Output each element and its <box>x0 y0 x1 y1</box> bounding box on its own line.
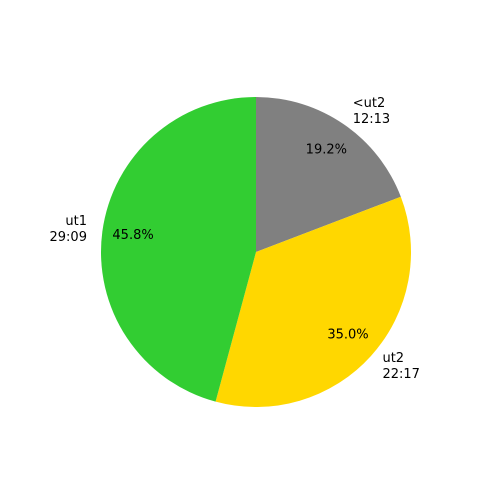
percent-label: 35.0% <box>327 328 368 343</box>
pie-slice <box>215 196 411 407</box>
slice-label: ut2 <box>382 351 404 366</box>
percent-label: 19.2% <box>306 142 347 157</box>
slice-label: ut1 <box>65 214 87 229</box>
slice-duration: 29:09 <box>50 230 87 245</box>
percent-label: 45.8% <box>112 228 153 243</box>
slice-label: <ut2 <box>353 96 386 111</box>
pie-slice <box>256 97 401 252</box>
slice-duration: 12:13 <box>353 112 390 127</box>
slice-duration: 22:17 <box>382 367 419 382</box>
pie-slice <box>101 97 256 402</box>
